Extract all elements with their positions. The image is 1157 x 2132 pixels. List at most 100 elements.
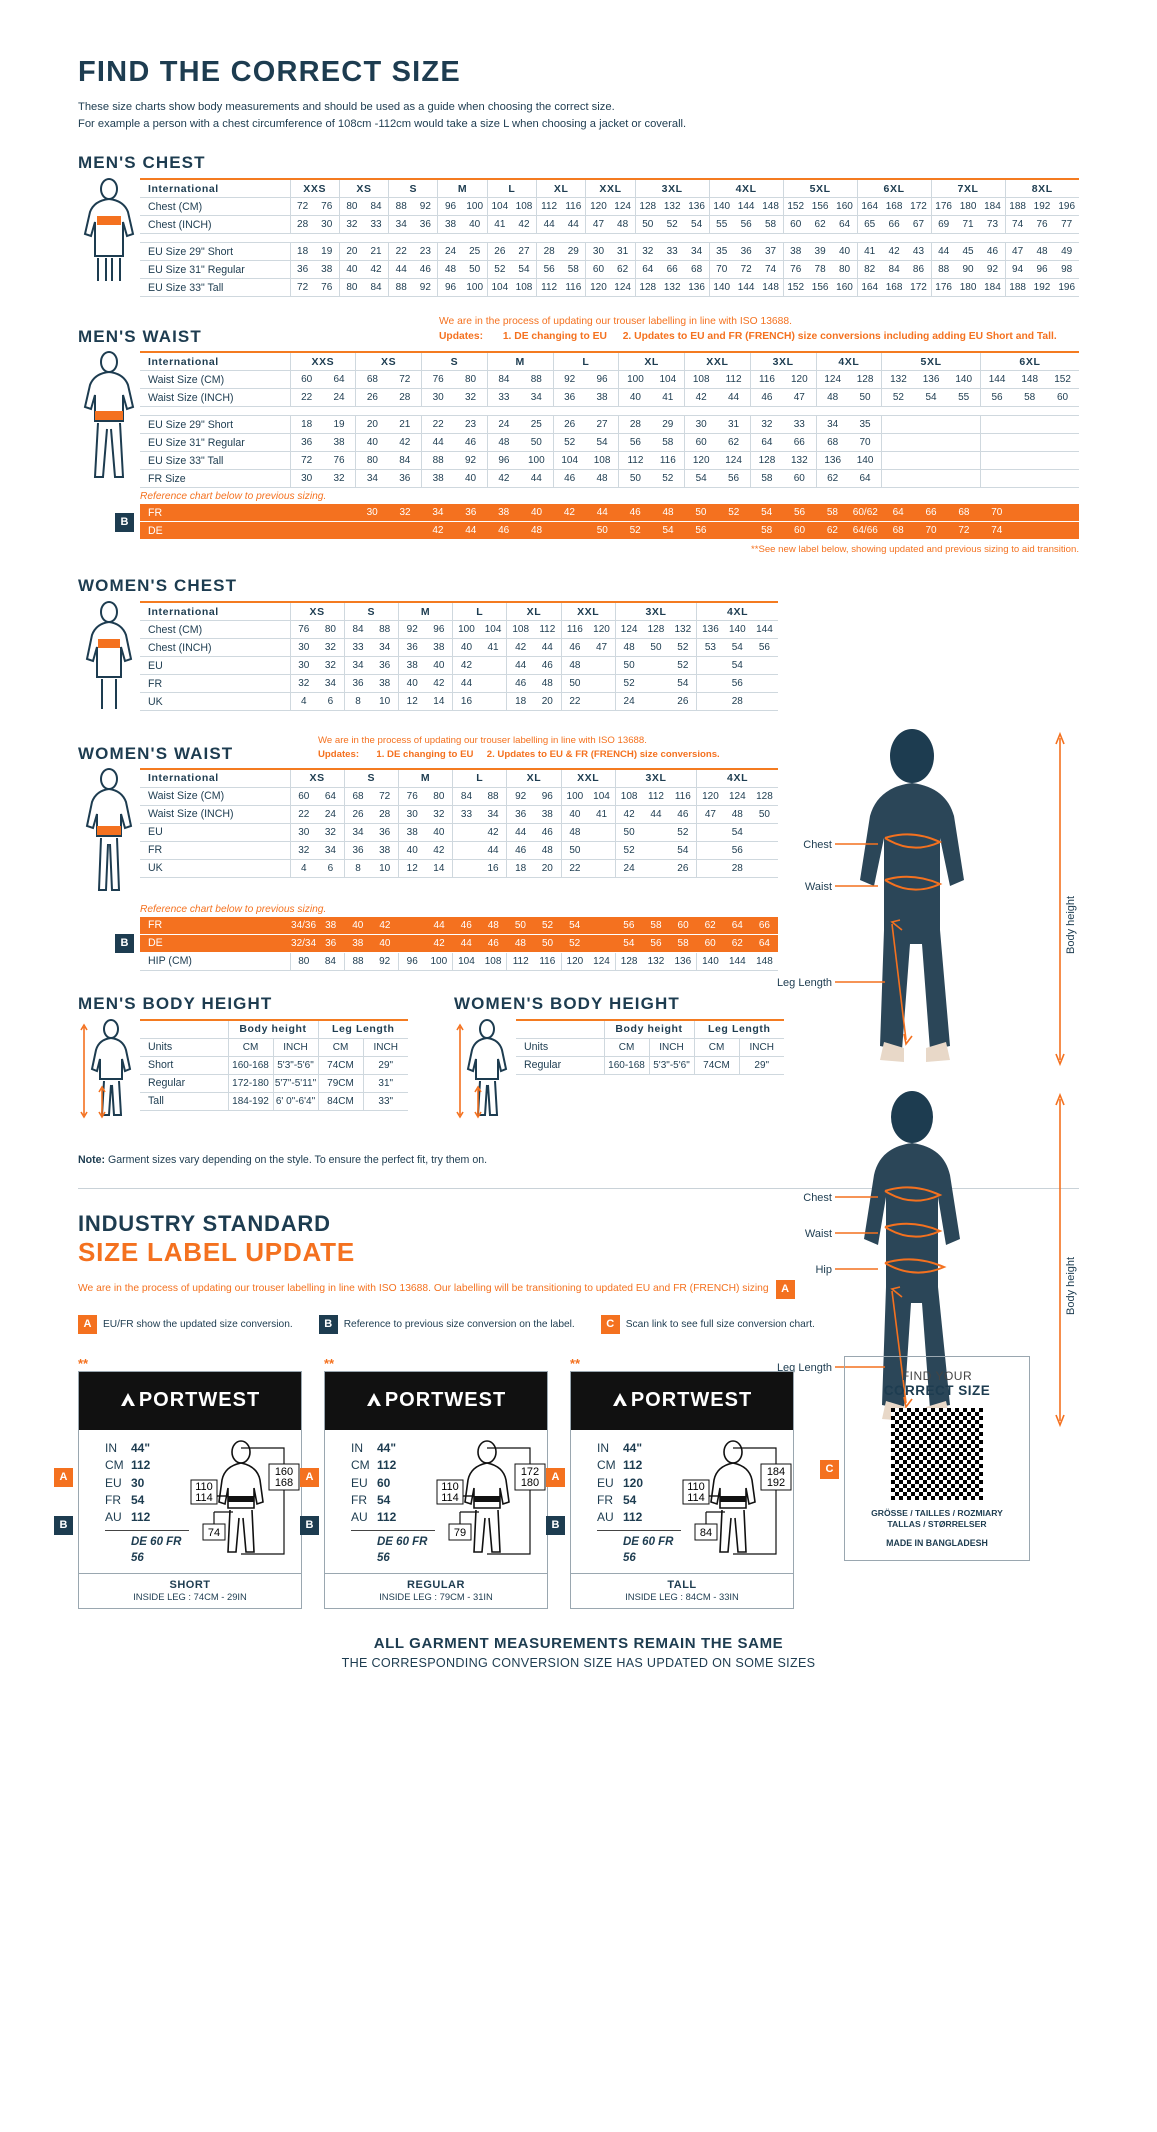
measure-cell: 48 bbox=[614, 638, 643, 657]
badge-c-qr: C bbox=[820, 1459, 839, 1479]
measure-cell: 54 bbox=[669, 674, 697, 693]
measure-cell: 58 bbox=[750, 521, 784, 540]
measure-cell: 84 bbox=[363, 278, 389, 298]
measure-cell: 84 bbox=[317, 952, 345, 971]
measure-cell: 172-180 bbox=[227, 1074, 273, 1093]
measure-cell: 58 bbox=[669, 934, 697, 953]
measure-cell: 56 bbox=[536, 260, 562, 280]
measure-cell: 69 bbox=[930, 215, 956, 235]
measure-cell: 36 bbox=[413, 215, 438, 235]
measure-cell: 66 bbox=[783, 433, 816, 452]
measure-cell: 64 bbox=[723, 916, 751, 935]
table-row: Waist Size (INCH) 22 24 26 28 30 32 33 34 36 38 40 4… bbox=[140, 388, 1079, 407]
measure-cell: 50 bbox=[614, 823, 643, 842]
measure-cell: 33 bbox=[343, 638, 372, 657]
measure-cell: 40 bbox=[397, 674, 426, 693]
measure-cell: 48 bbox=[560, 656, 589, 675]
measure-cell: 6 bbox=[317, 692, 345, 711]
spec-row: FR 54 bbox=[105, 1492, 189, 1509]
unit-cell: CM bbox=[693, 1038, 739, 1057]
measure-cell: 44 bbox=[536, 215, 562, 235]
measure-cell: 26 bbox=[343, 805, 372, 824]
measure-cell: 152 bbox=[782, 278, 808, 298]
measure-cell: 100 bbox=[425, 952, 453, 971]
label-waist-male: Waist bbox=[805, 881, 832, 893]
measure-cell: 46 bbox=[506, 674, 534, 693]
measure-cell: 50 bbox=[634, 215, 660, 235]
measure-cell bbox=[1013, 415, 1047, 434]
size-header-cell: S bbox=[388, 179, 438, 199]
measure-cell: 54 bbox=[651, 521, 685, 540]
size-header-cell: L bbox=[452, 768, 507, 788]
size-header-cell: 4XL bbox=[696, 768, 778, 788]
measure-cell: 72 bbox=[371, 787, 399, 806]
measure-cell: 54 bbox=[615, 934, 643, 953]
final-line-2: THE CORRESPONDING CONVERSION SIZE HAS UP… bbox=[341, 1656, 816, 1671]
spec-value: 112 bbox=[623, 1510, 643, 1525]
qr-code-image[interactable] bbox=[891, 1407, 983, 1500]
measure-cell bbox=[914, 451, 948, 470]
measure-cell: 46 bbox=[552, 469, 586, 488]
measure-cell: 38 bbox=[314, 260, 340, 280]
spec-value: 120 bbox=[623, 1475, 644, 1490]
measure-cell: 48 bbox=[533, 841, 562, 860]
measure-cell: 84 bbox=[452, 787, 480, 806]
measure-cell: 132 bbox=[659, 278, 685, 298]
intro-line-1: These size charts show body measurements… bbox=[78, 101, 615, 113]
measure-cell: 28 bbox=[388, 388, 422, 407]
table-row: EU Size 31" Regular 36 38 40 42 44 46 48 50 52 54 5… bbox=[140, 433, 1079, 452]
mens-body-height-figure bbox=[78, 1018, 140, 1124]
measure-cell: 32/34 bbox=[290, 934, 318, 953]
measure-cell bbox=[388, 521, 422, 540]
measure-cell: 38 bbox=[425, 638, 453, 657]
legend-item: C Scan link to see full size conversion c… bbox=[600, 1314, 815, 1334]
measure-cell: 50 bbox=[560, 674, 589, 693]
womens-body-height-section: WOMEN'S BODY HEIGHT bbox=[454, 995, 784, 1124]
size-header-cell: XXL bbox=[585, 179, 636, 199]
measure-cell: 56 bbox=[750, 638, 778, 657]
table-row: Short 160-168 5'3"-5'6" 74CM 29" bbox=[140, 1056, 408, 1075]
size-header-cell: 3XL bbox=[614, 602, 697, 621]
label-body-height-female: Body height bbox=[1065, 1257, 1077, 1315]
measure-cell: 48 bbox=[486, 433, 521, 452]
measure-cell: 39 bbox=[807, 242, 833, 262]
measure-cell: 120 bbox=[684, 451, 718, 470]
measure-cell: 34 bbox=[343, 656, 372, 675]
measure-cell: 22 bbox=[289, 805, 318, 824]
spec-value: 44" bbox=[131, 1440, 151, 1455]
brand-lockup: PORTWEST bbox=[120, 1389, 260, 1412]
measure-cell: 100 bbox=[462, 197, 488, 217]
measure-cell: 116 bbox=[533, 952, 562, 971]
spec-row: FR 54 bbox=[351, 1492, 435, 1509]
measure-cell: 18 bbox=[506, 692, 534, 711]
womens-chest-section: WOMEN'S CHEST International XS S M L XL XXL 3XL… bbox=[78, 577, 778, 716]
womens-waist-section: WOMEN'S WAIST We are in the process of u… bbox=[78, 734, 778, 971]
legend-badge-a: A bbox=[78, 1314, 97, 1334]
measure-cell: 20 bbox=[533, 859, 562, 878]
spec-row: IN 44" bbox=[597, 1440, 681, 1457]
spec-list: IN 44" CM 112 EU 120 FR 54 AU 112 DE 60 FR 56 bbox=[571, 1440, 681, 1567]
measure-cell: 18 bbox=[289, 415, 323, 434]
badge-b-card: B bbox=[54, 1515, 73, 1535]
spec-key: AU bbox=[597, 1510, 614, 1525]
measure-cell bbox=[290, 521, 323, 540]
measure-cell: 68 bbox=[881, 521, 915, 540]
measure-cell bbox=[881, 451, 915, 470]
qr-card[interactable]: FIND YOUR CORRECT SIZE GRÖSSE / TAILLES / … bbox=[844, 1355, 1030, 1561]
measure-cell: 36 bbox=[388, 469, 422, 488]
measure-cell: 144 bbox=[979, 370, 1014, 389]
measure-cell: 96 bbox=[486, 451, 521, 470]
size-header-cell: 4XL bbox=[696, 602, 778, 621]
measure-cell: 32 bbox=[289, 841, 318, 860]
measure-cell: 36 bbox=[397, 638, 426, 657]
measure-cell: 40 bbox=[371, 934, 399, 953]
size-header-cell: L bbox=[552, 352, 619, 371]
measure-cell: 28 bbox=[289, 215, 315, 235]
measure-cell: 55 bbox=[947, 388, 981, 407]
measure-cell: 64 bbox=[881, 504, 915, 522]
table-row: EU Size 29" Short 18 19 20 21 22 23 24 25 26 27 28 2… bbox=[140, 242, 1079, 262]
measure-cell: 76 bbox=[782, 260, 808, 280]
measure-cell: 30 bbox=[289, 638, 318, 657]
measure-cell: 42 bbox=[684, 388, 718, 407]
size-header-cell: M bbox=[397, 768, 453, 788]
